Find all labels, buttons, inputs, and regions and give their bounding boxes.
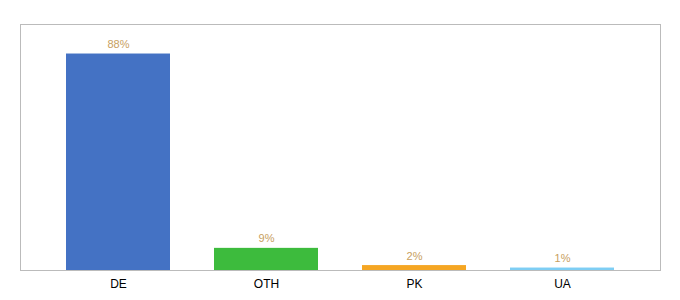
svg-text:1%: 1%: [555, 252, 571, 264]
svg-text:2%: 2%: [407, 250, 423, 262]
svg-text:9%: 9%: [259, 232, 275, 244]
svg-text:UA: UA: [554, 277, 571, 291]
svg-text:PK: PK: [406, 277, 422, 291]
svg-text:OTH: OTH: [254, 277, 279, 291]
svg-text:DE: DE: [110, 277, 127, 291]
svg-text:88%: 88%: [107, 38, 129, 50]
